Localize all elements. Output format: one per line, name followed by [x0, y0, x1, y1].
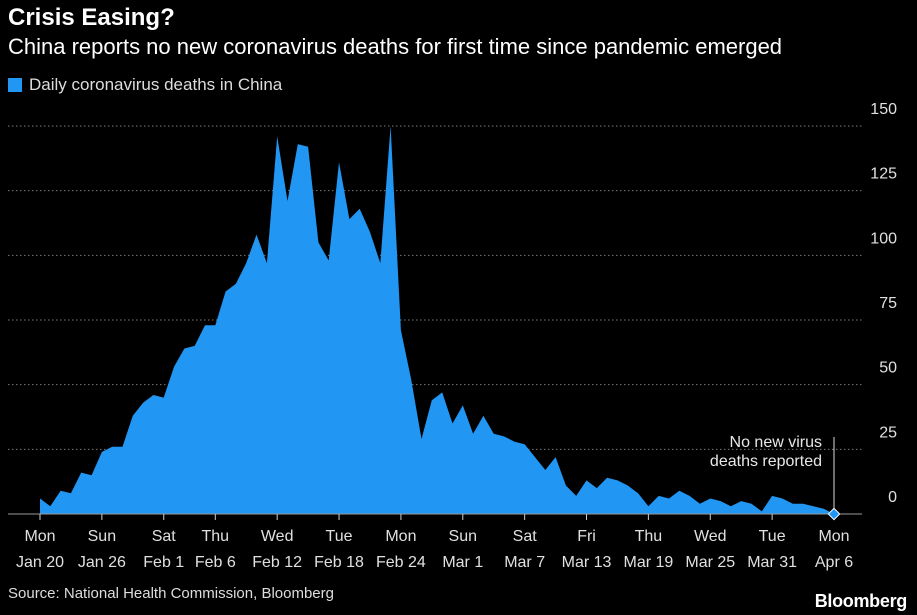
y-tick-label-50: 50: [879, 360, 897, 377]
annotation-marker: [827, 507, 841, 521]
y-tick-label-100: 100: [870, 230, 897, 247]
x-tick-day-9: Fri: [577, 528, 596, 545]
x-tick-day-2: Sat: [152, 528, 177, 545]
x-tick-date-11: Mar 25: [685, 554, 735, 571]
x-tick-date-7: Mar 1: [442, 554, 483, 571]
x-tick-date-13: Apr 6: [815, 554, 853, 571]
x-tick-date-0: Jan 20: [16, 554, 64, 571]
x-tick-day-6: Mon: [385, 528, 416, 545]
x-tick-day-1: Sun: [88, 528, 116, 545]
x-tick-date-2: Feb 1: [143, 554, 184, 571]
y-tick-label-25: 25: [879, 424, 897, 441]
y-tick-label-75: 75: [879, 295, 897, 312]
x-tick-date-3: Feb 6: [195, 554, 236, 571]
annotation-text-line-0: No new virus: [730, 434, 822, 451]
x-tick-date-9: Mar 13: [562, 554, 612, 571]
x-tick-date-8: Mar 7: [504, 554, 545, 571]
x-tick-day-7: Sun: [449, 528, 477, 545]
chart-title: Crisis Easing?: [8, 4, 175, 31]
legend-label: Daily coronavirus deaths in China: [29, 75, 283, 94]
area-series-daily-deaths: [40, 126, 834, 514]
x-tick-day-3: Thu: [202, 528, 230, 545]
x-tick-day-12: Tue: [759, 528, 786, 545]
x-tick-date-1: Jan 26: [78, 554, 126, 571]
x-tick-date-4: Feb 12: [252, 554, 302, 571]
x-tick-day-0: Mon: [24, 528, 55, 545]
x-tick-day-11: Wed: [694, 528, 727, 545]
x-tick-date-12: Mar 31: [747, 554, 797, 571]
x-tick-day-13: Mon: [818, 528, 849, 545]
y-tick-label-125: 125: [870, 166, 897, 183]
source-note: Source: National Health Commission, Bloo…: [8, 585, 334, 602]
x-tick-date-10: Mar 19: [623, 554, 673, 571]
chart-legend: Daily coronavirus deaths in China: [8, 75, 282, 95]
x-tick-day-4: Wed: [261, 528, 294, 545]
x-tick-day-8: Sat: [513, 528, 538, 545]
y-tick-label-0: 0: [888, 489, 897, 506]
x-tick-date-5: Feb 18: [314, 554, 364, 571]
y-tick-label-150: 150: [870, 101, 897, 118]
x-tick-date-6: Feb 24: [376, 554, 426, 571]
chart-subtitle: China reports no new coronavirus deaths …: [8, 34, 783, 59]
bloomberg-logo: Bloomberg: [814, 591, 908, 611]
annotation-text-line-1: deaths reported: [710, 453, 822, 470]
x-tick-day-5: Tue: [326, 528, 353, 545]
legend-swatch: [8, 78, 22, 92]
x-tick-day-10: Thu: [635, 528, 663, 545]
